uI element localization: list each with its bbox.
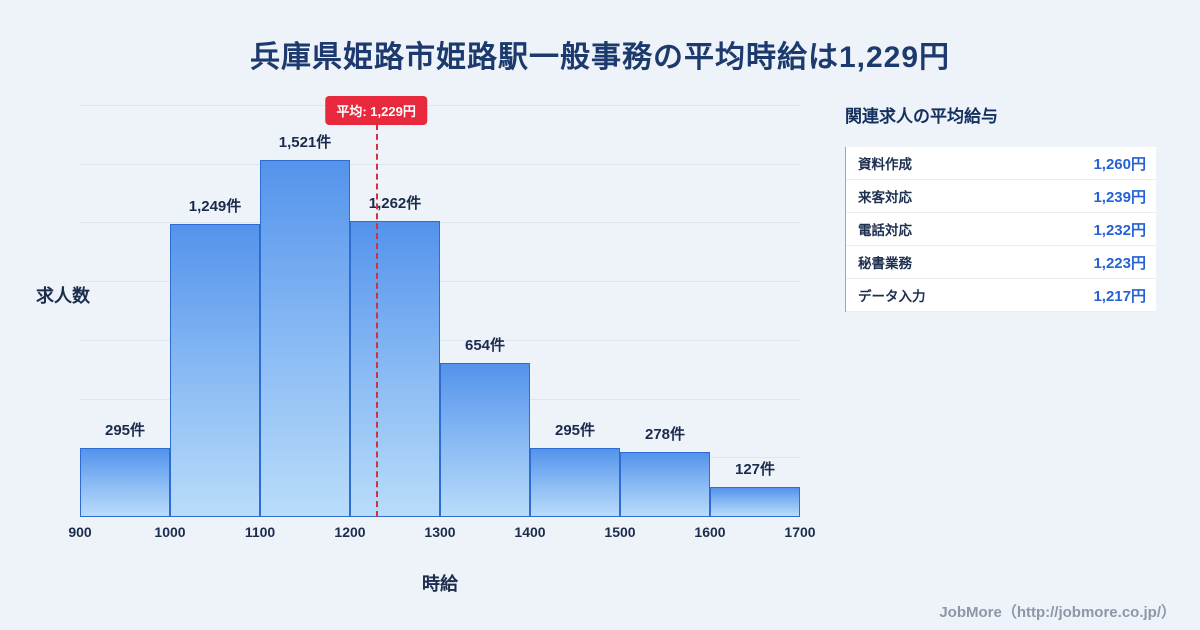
related-job-label: 資料作成: [858, 157, 912, 172]
related-job-row: 来客対応 1,239円: [846, 180, 1156, 213]
related-job-row: 資料作成 1,260円: [846, 147, 1156, 180]
gridline: [80, 281, 800, 283]
related-job-row: 秘書業務 1,223円: [846, 246, 1156, 279]
x-ticks: 900 1000 1100 1200 1300 1400 1500 1600 1700: [68, 524, 815, 544]
bar-value-label: 1,249件: [188, 197, 242, 215]
x-axis-label: 時給: [422, 574, 458, 594]
x-tick-label: 1200: [334, 524, 366, 540]
page-title: 兵庫県姫路市姫路駅一般事務の平均時給は1,229円: [249, 41, 951, 74]
histogram-bar: [170, 223, 260, 517]
bar-value-label: 127件: [734, 461, 776, 479]
histogram-bar: [710, 487, 800, 517]
x-tick-label: 1500: [604, 524, 636, 540]
bar-value-label: 1,521件: [278, 133, 332, 151]
x-tick-label: 1700: [784, 524, 816, 540]
related-table: 資料作成 1,260円来客対応 1,239円電話対応 1,232円秘書業務 1,223円…: [845, 147, 1156, 312]
related-job-label: 来客対応: [858, 190, 912, 205]
related-job-label: 秘書業務: [858, 256, 912, 271]
related-job-row: データ入力 1,217円: [846, 279, 1156, 312]
histogram-bar: [530, 447, 620, 517]
average-badge: 平均: 1,229円: [325, 96, 427, 125]
gridline: [80, 339, 800, 341]
histogram-bar: [350, 220, 440, 517]
related-job-label: 電話対応: [858, 223, 912, 238]
x-tick-label: 1000: [154, 524, 186, 540]
related-jobs-panel: 関連求人の平均給与 資料作成 1,260円来客対応 1,239円電話対応 1,232円…: [845, 102, 1156, 312]
bar-value-label: 654件: [464, 337, 506, 355]
histogram-bar: [260, 159, 350, 517]
bar-value-label: 1,262件: [368, 194, 422, 212]
gridline: [80, 222, 800, 224]
x-tick-label: 1600: [694, 524, 726, 540]
plot-area: 295件 1,249件 1,521件 1,262件 654件 295件 278件 127件 平均…: [80, 96, 800, 517]
histogram-bar: [620, 451, 710, 517]
related-jobs-title: 関連求人の平均給与: [845, 107, 998, 126]
related-job-value: 1,223円: [1093, 254, 1146, 272]
gridline: [80, 163, 800, 165]
average-line: [376, 124, 379, 517]
x-tick-label: 1300: [424, 524, 456, 540]
bar-value-label: 295件: [104, 421, 146, 439]
x-tick-label: 1400: [514, 524, 546, 540]
related-job-value: 1,217円: [1093, 287, 1146, 305]
bar-value-label: 295件: [554, 421, 596, 439]
y-axis-label: 求人数: [36, 286, 90, 306]
related-job-label: データ入力: [858, 289, 926, 304]
related-job-value: 1,260円: [1093, 155, 1146, 173]
related-job-row: 電話対応 1,232円: [846, 213, 1156, 246]
footer-credit: JobMore（http://jobmore.co.jp/）: [939, 604, 1176, 621]
histogram-bar: [80, 447, 170, 517]
related-job-value: 1,239円: [1093, 188, 1146, 206]
gridline: [80, 105, 800, 106]
histogram-bar: [440, 363, 530, 517]
bar-value-label: 278件: [644, 425, 686, 443]
related-job-value: 1,232円: [1093, 221, 1146, 239]
x-tick-label: 900: [68, 524, 92, 540]
x-tick-label: 1100: [244, 524, 276, 540]
